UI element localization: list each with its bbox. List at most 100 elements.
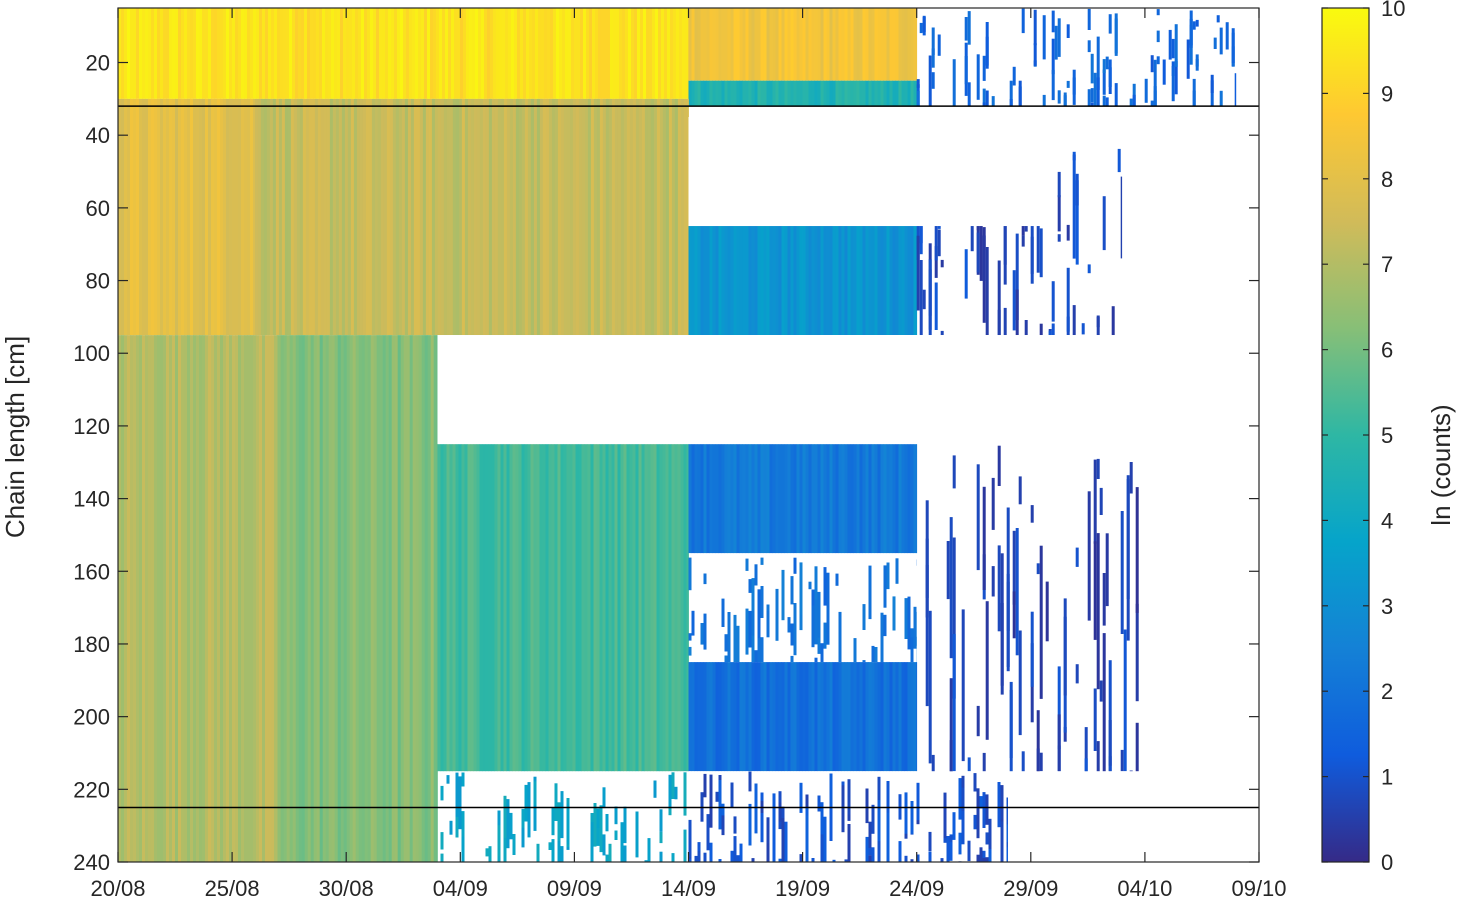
heatmap-cell — [932, 755, 935, 771]
heatmap-cell — [860, 226, 863, 335]
heatmap-cell — [875, 444, 878, 553]
heatmap-cell — [1049, 331, 1052, 335]
heatmap-cell — [782, 807, 785, 819]
heatmap-cell — [1235, 73, 1237, 106]
heatmap-cell — [571, 8, 574, 99]
heatmap-cell — [627, 444, 630, 771]
heatmap-cell — [582, 99, 585, 335]
heatmap-cell — [746, 444, 749, 553]
heatmap-cell — [392, 335, 395, 862]
heatmap-cell — [326, 335, 329, 862]
heatmap-cell — [133, 99, 136, 335]
heatmap-cell — [514, 8, 517, 99]
heatmap-cell — [941, 260, 944, 267]
heatmap-cell — [830, 8, 833, 81]
heatmap-cell — [1151, 101, 1154, 107]
heatmap-cell — [199, 99, 202, 335]
heatmap-cell — [917, 91, 920, 106]
heatmap-cell — [313, 8, 316, 99]
heatmap-cell — [217, 99, 220, 335]
heatmap-cell — [456, 444, 459, 771]
heatmap-cell — [673, 8, 676, 99]
heatmap-cell — [318, 99, 321, 335]
heatmap-cell — [487, 8, 490, 99]
colorbar-title: ln (counts) — [1426, 404, 1456, 525]
heatmap-cell — [842, 785, 845, 832]
heatmap-cell — [609, 844, 612, 862]
heatmap-cell — [339, 99, 342, 335]
heatmap-cell — [866, 444, 869, 553]
heatmap-cell — [818, 8, 821, 81]
heatmap-cell — [1190, 11, 1193, 46]
heatmap-cell — [564, 99, 567, 335]
heatmap-cell — [580, 8, 583, 99]
heatmap-cell — [818, 662, 821, 771]
heatmap-cell — [755, 444, 758, 553]
heatmap-cell — [679, 8, 682, 99]
heatmap-cell — [758, 226, 761, 335]
heatmap-cell — [761, 8, 764, 81]
heatmap-cell — [130, 335, 133, 862]
heatmap-cell — [836, 8, 839, 81]
heatmap-cell — [758, 81, 761, 106]
heatmap-cell — [716, 792, 719, 802]
heatmap-cell — [534, 99, 537, 335]
heatmap-cell — [435, 99, 438, 335]
heatmap-cell — [977, 464, 980, 570]
heatmap-cell — [785, 8, 788, 81]
heatmap-cell — [764, 444, 767, 553]
heatmap-cell — [290, 335, 293, 862]
heatmap-cell — [350, 335, 353, 862]
heatmap-cell — [478, 8, 481, 99]
heatmap-cell — [172, 8, 175, 99]
heatmap-cell — [1088, 40, 1091, 52]
heatmap-cell — [337, 8, 340, 99]
heatmap-cell — [923, 17, 926, 32]
no-data-region — [437, 335, 1259, 444]
heatmap-cell — [441, 832, 444, 849]
heatmap-cell — [710, 444, 713, 553]
heatmap-cell — [1022, 235, 1025, 246]
heatmap-cell — [145, 8, 148, 99]
heatmap-cell — [869, 81, 872, 106]
heatmap-cell — [220, 8, 223, 99]
heatmap-cell — [463, 8, 466, 99]
colorbar-tick-label: 0 — [1381, 850, 1393, 875]
heatmap-cell — [394, 8, 397, 99]
heatmap-cell — [1175, 59, 1178, 67]
heatmap-cell — [866, 8, 869, 81]
heatmap-cell — [776, 444, 779, 553]
heatmap-cell — [312, 99, 315, 335]
heatmap-cell — [320, 335, 323, 862]
heatmap-cell — [289, 8, 292, 99]
heatmap-cell — [579, 99, 582, 335]
heatmap-cell — [507, 444, 510, 771]
heatmap-cell — [163, 99, 166, 335]
heatmap-cell — [746, 81, 749, 106]
heatmap-cell — [525, 444, 528, 771]
heatmap-cell — [1022, 751, 1025, 771]
heatmap-cell — [869, 662, 872, 771]
heatmap-cell — [409, 8, 412, 99]
heatmap-cell — [710, 786, 713, 828]
heatmap-cell — [567, 99, 570, 335]
heatmap-cell — [791, 444, 794, 553]
heatmap-cell — [1136, 723, 1139, 771]
heatmap-cell — [689, 558, 692, 591]
heatmap-cell — [498, 99, 501, 335]
heatmap-cell — [827, 662, 830, 771]
no-data-region — [689, 117, 1054, 226]
heatmap-cell — [953, 59, 956, 106]
heatmap-cell — [630, 99, 633, 335]
heatmap-cell — [767, 444, 770, 553]
heatmap-region — [689, 444, 918, 553]
heatmap-cell — [330, 99, 333, 335]
heatmap-cell — [322, 8, 325, 99]
heatmap-cell — [468, 99, 471, 335]
heatmap-cell — [160, 8, 163, 99]
heatmap-cell — [474, 444, 477, 771]
heatmap-cell — [405, 99, 408, 335]
heatmap-cell — [818, 226, 821, 335]
heatmap-cell — [968, 11, 971, 45]
heatmap-cell — [1031, 505, 1034, 523]
